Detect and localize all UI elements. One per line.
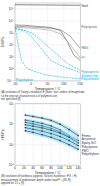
y-tick-label: 10³ (9, 102, 15, 106)
data-point (25, 122, 26, 123)
data-point (25, 114, 26, 115)
x-tick-label: 100 (57, 166, 63, 170)
plot-frame (15, 3, 80, 81)
x-tick-label: -50 (13, 82, 18, 86)
data-point (50, 133, 51, 134)
data-point (50, 130, 51, 131)
x-tick-label: 150 (77, 82, 83, 86)
y-tick-label: 10² (9, 43, 15, 47)
data-point (59, 136, 60, 137)
data-point (32, 126, 33, 127)
x-tick-label: 80 (49, 166, 53, 170)
data-point (68, 144, 69, 145)
grid-line (47, 3, 48, 81)
data-point (32, 132, 33, 133)
data-point (77, 135, 78, 136)
annotation: Polystyrene (81, 25, 97, 29)
data-point (25, 130, 26, 131)
data-point (50, 137, 51, 138)
data-point (68, 129, 69, 130)
chart-panel: 10⁻¹10⁰10¹10²10³10⁴10⁵-50050100150Temper… (1, 3, 99, 101)
error-band (25, 129, 78, 152)
x-tick-label: 50 (46, 82, 50, 86)
y-axis-label: E/MPa (1, 37, 5, 47)
annotation: Steel (81, 4, 88, 8)
series-line (15, 27, 80, 58)
data-point (68, 137, 69, 138)
y-tick-label: 10¹ (9, 55, 15, 59)
y-tick-label: 10³ (9, 31, 15, 35)
data-point (59, 132, 60, 133)
x-tick-label: 100 (61, 82, 67, 86)
x-tick-label: 40 (31, 166, 35, 170)
annotation: PP (81, 56, 85, 60)
series-line (25, 131, 78, 149)
grid-line (63, 3, 64, 81)
data-point (68, 140, 69, 141)
caption: (A) evolution of Young's modulus E (Note… (1, 90, 85, 101)
caption: (B) evolution of hardness (approx. Vicke… (1, 174, 77, 185)
x-tick-label: 60 (40, 166, 44, 170)
x-tick-label: 140 (75, 166, 81, 170)
data-point (77, 149, 78, 150)
data-point (41, 134, 42, 135)
y-tick-label: 10² (9, 122, 15, 126)
series-line (15, 4, 80, 6)
series-line (15, 27, 80, 79)
data-area (15, 5, 80, 79)
annotation: Vitramer lowPolyurethane (81, 74, 99, 81)
y-tick-label: 10¹ (9, 143, 15, 147)
data-point (59, 140, 60, 141)
data-point (25, 127, 26, 128)
annotation: Polyethylene (16, 78, 34, 82)
x-tick-label: 0 (30, 82, 32, 86)
figure: 10⁻¹10⁰10¹10²10³10⁴10⁵-50050100150Temper… (0, 0, 100, 186)
plot-frame (15, 104, 80, 165)
background (0, 0, 100, 186)
data-point (41, 127, 42, 128)
data-point (77, 145, 78, 146)
grid-line (31, 3, 32, 81)
series-line (15, 28, 80, 73)
x-tick-label: 20 (22, 166, 26, 170)
annotation: PA66 (81, 46, 88, 50)
data-point (32, 116, 33, 117)
data-point (25, 124, 26, 125)
x-tick-label: 120 (66, 166, 72, 170)
data-area (25, 114, 79, 152)
y-tick-label: 10⁴ (9, 19, 15, 23)
y-tick-label: 10⁵ (9, 7, 15, 11)
data-point (41, 130, 42, 131)
data-point (41, 117, 42, 118)
grid-line (24, 104, 25, 165)
data-point (59, 124, 60, 125)
y-axis-label: H/MPa (1, 129, 5, 139)
x-tick-label: 0 (14, 166, 16, 170)
y-tick-label: 10⁰ (9, 67, 15, 71)
data-point (32, 129, 33, 130)
grid-line (42, 104, 43, 165)
data-point (50, 120, 51, 121)
annotation: Polyethylene (82, 152, 100, 156)
chart-panel: 10⁰10¹10²10³020406080100120140Temperatur… (1, 102, 99, 185)
series-line (15, 29, 80, 70)
